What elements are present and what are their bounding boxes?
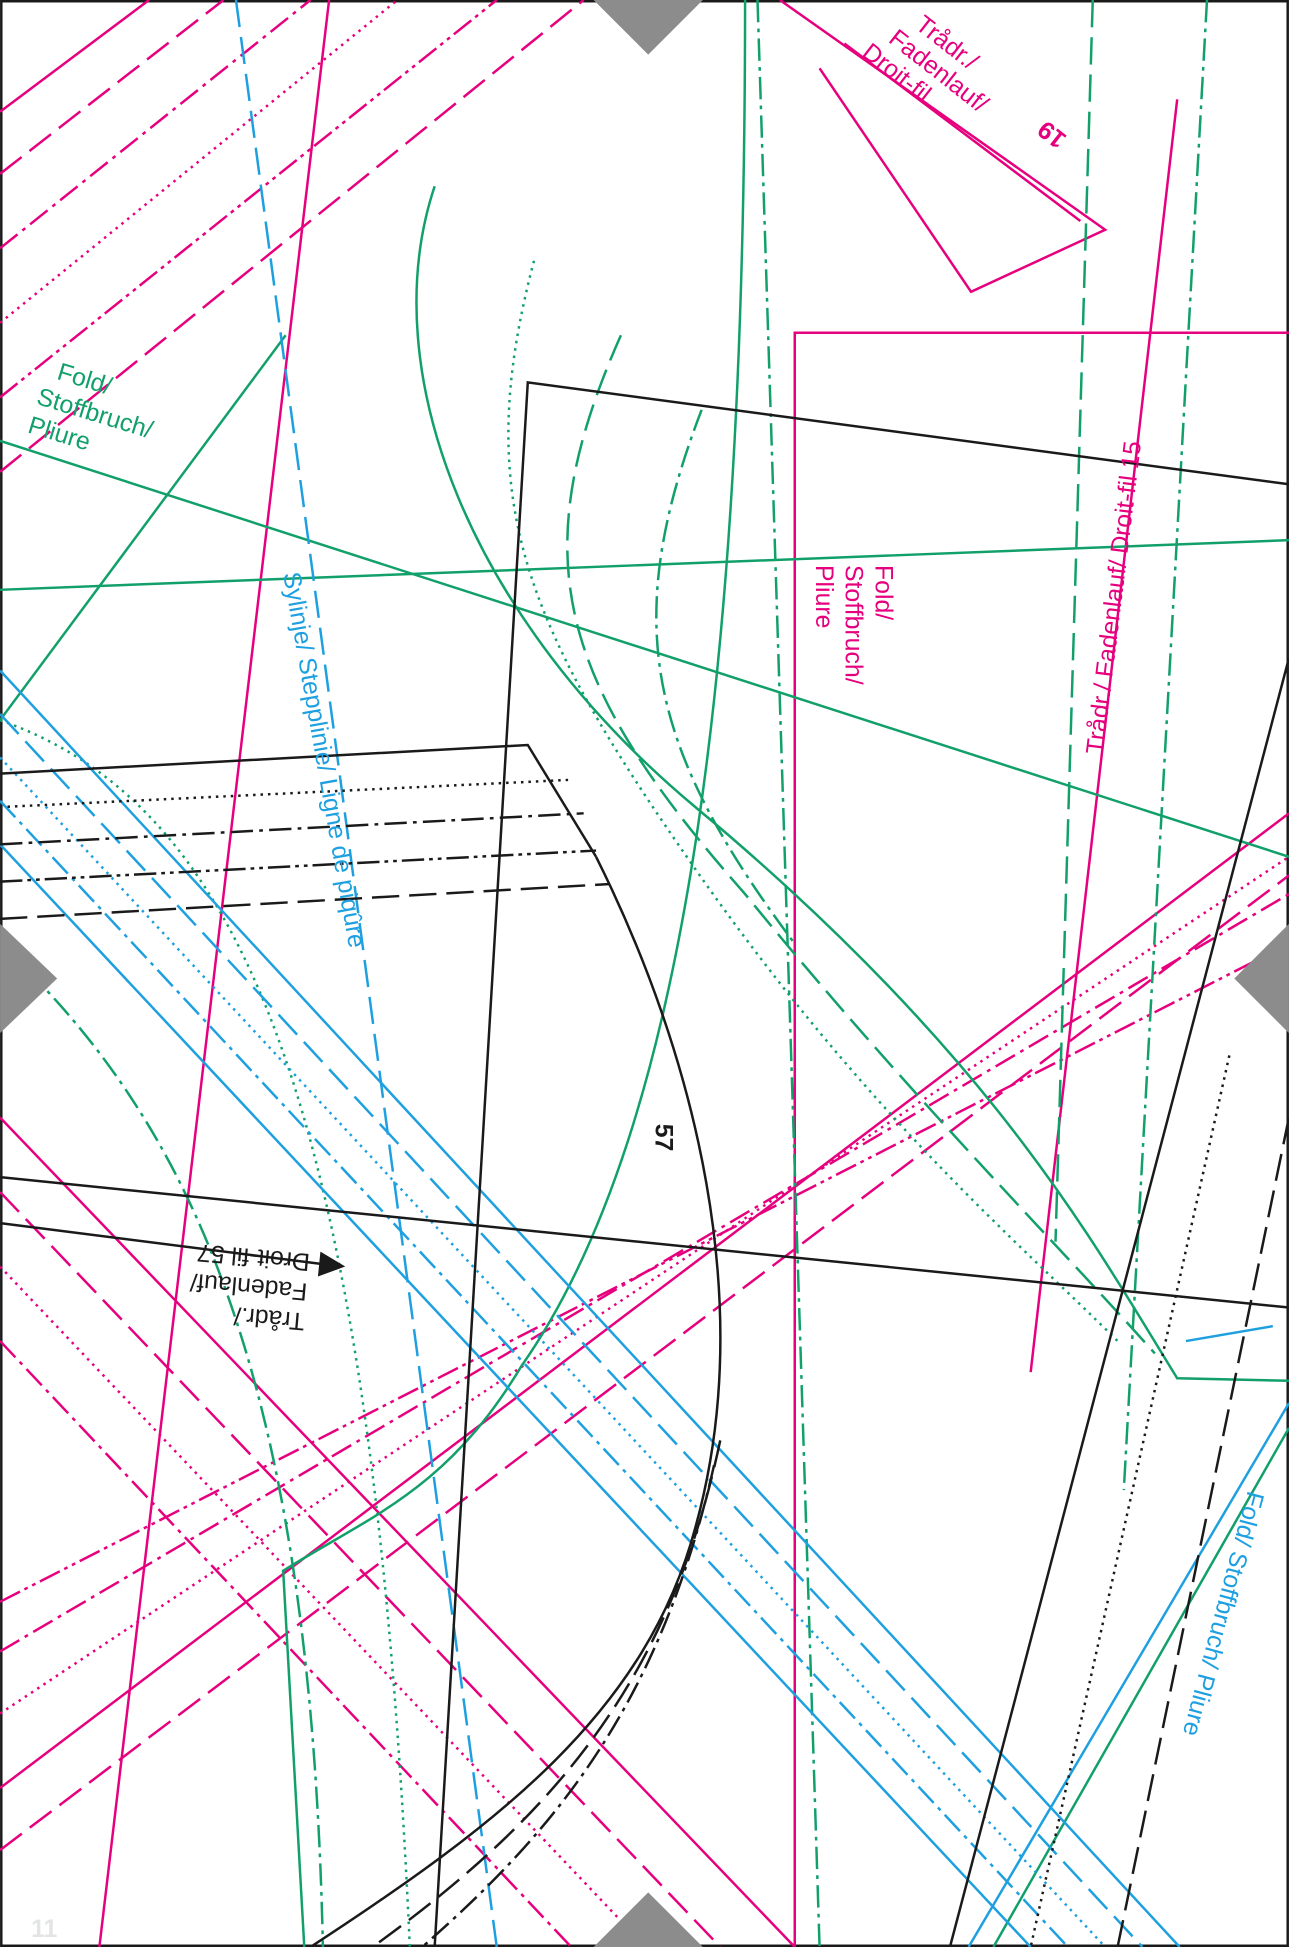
- fold-label: Fold/ Stoffbruch/ Pliure: [810, 565, 897, 692]
- sheet-number: 11: [31, 1916, 57, 1943]
- grain-arrow: [317, 1251, 346, 1277]
- grain-label: Droit-fil 57 Fadenlauf/ Trådr./: [180, 1237, 311, 1334]
- piece-number: 57: [650, 1124, 677, 1152]
- black-lines: [0, 381, 1289, 1947]
